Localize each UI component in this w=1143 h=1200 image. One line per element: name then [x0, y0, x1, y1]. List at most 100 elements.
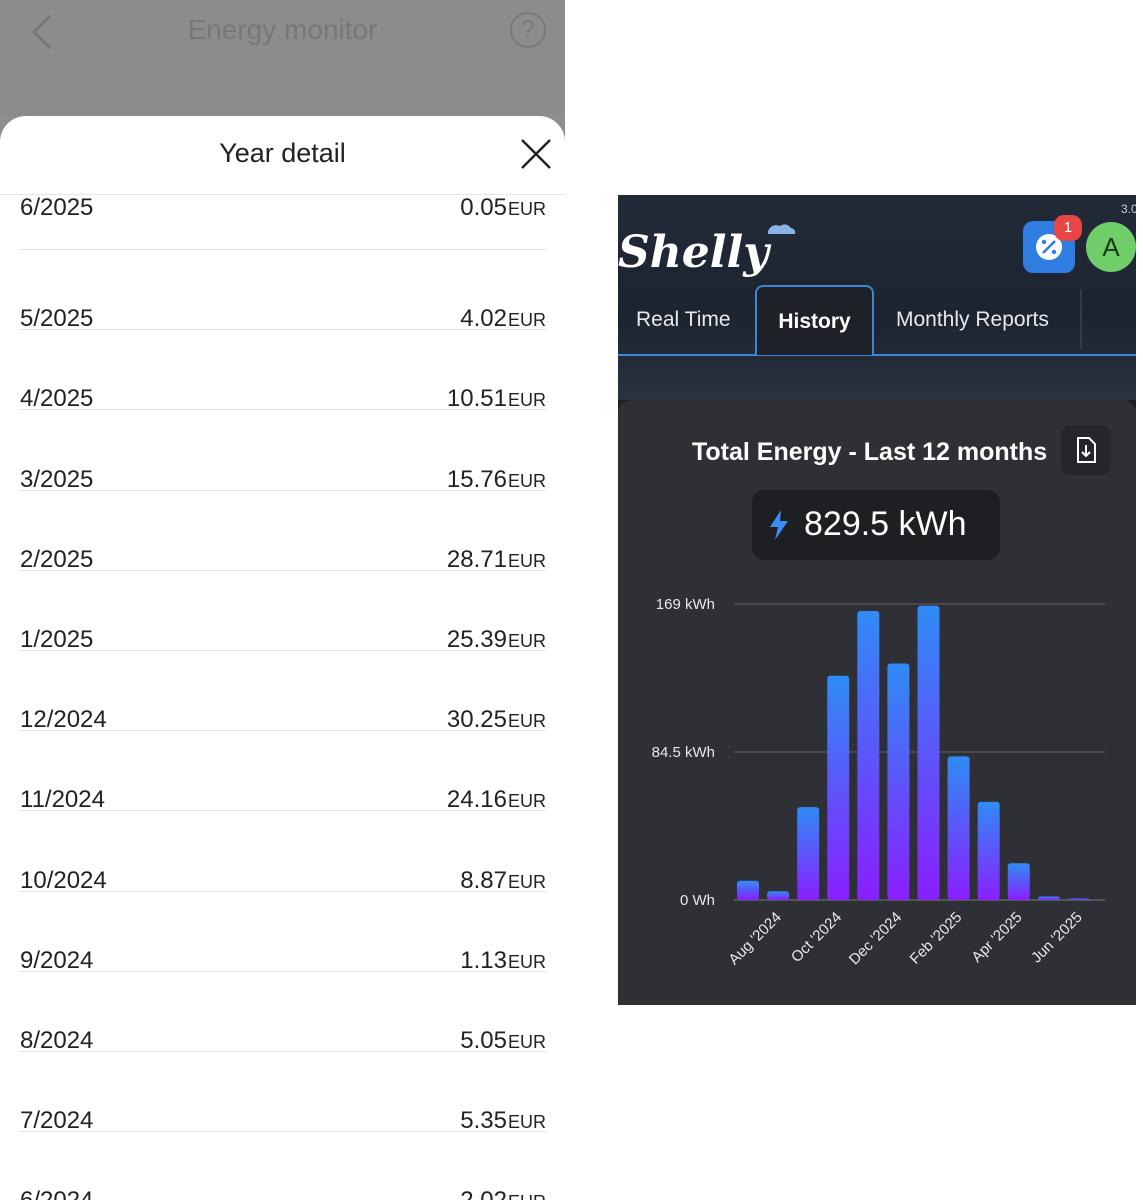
page-title: Energy monitor — [187, 14, 378, 45]
chart-bar[interactable] — [887, 663, 910, 900]
row-divider — [20, 810, 546, 812]
list-item: 2/2025 28.71EUR — [20, 510, 546, 590]
back-arrow-icon[interactable] — [28, 12, 58, 52]
chart-title: Total Energy - Last 12 months — [692, 438, 1048, 466]
list-item: 10/2024 8.87EUR — [20, 831, 546, 911]
tab-history[interactable]: History — [755, 285, 874, 355]
amount-value: 1.13EUR — [460, 947, 546, 975]
list-item: 3/2025 15.76EUR — [20, 430, 546, 510]
user-avatar[interactable]: A — [1086, 222, 1136, 272]
list-item: 7/2024 5.35EUR — [20, 1071, 546, 1151]
notification-badge: 1 — [1054, 215, 1082, 241]
row-divider — [20, 569, 546, 571]
currency-label: EUR — [507, 1112, 546, 1133]
row-divider — [20, 970, 546, 972]
currency-label: EUR — [507, 631, 546, 651]
currency-label: EUR — [507, 550, 546, 571]
list-item: 12/2024 30.25EUR — [20, 670, 546, 750]
x-tick-label: Jun '2025 — [1028, 909, 1086, 967]
chart-bar[interactable] — [977, 801, 1000, 900]
row-divider — [20, 1131, 546, 1133]
amount-number: 2.02 — [460, 1187, 507, 1200]
month-label: 9/2024 — [20, 946, 94, 974]
chart-bar[interactable] — [1067, 898, 1090, 901]
row-divider — [20, 730, 546, 732]
svg-text:Shelly: Shelly — [618, 227, 772, 278]
list-item: 9/2024 1.13EUR — [20, 911, 546, 991]
list-item: 4/2025 10.51EUR — [20, 349, 546, 429]
year-detail-sheet: Year detail — [0, 116, 565, 1200]
currency-label: EUR — [507, 871, 546, 892]
chart-bar[interactable] — [917, 605, 940, 900]
download-file-icon — [1077, 437, 1096, 463]
amount-number: 4.02 — [460, 305, 507, 333]
amount-number: 5.35 — [460, 1107, 507, 1135]
total-energy-pill: 829.5 kWh — [752, 490, 1000, 560]
x-tick-label: Oct '2024 — [788, 909, 845, 966]
list-item: 6/2024 2.02EUR — [20, 1151, 546, 1200]
x-tick-label: Dec '2024 — [846, 909, 905, 968]
month-label: 4/2025 — [20, 385, 94, 413]
top-bar: Energy monitor ? — [0, 0, 565, 116]
month-label: 10/2024 — [20, 866, 107, 894]
amount-number: 10.51 — [446, 385, 507, 413]
amount-number: 25.39 — [446, 626, 507, 653]
amount-value: 0.05EUR — [460, 194, 546, 222]
x-tick-label: Aug '2024 — [725, 909, 784, 968]
y-tick-label: 84.5 kWh — [652, 744, 715, 761]
amount-value: 2.02EUR — [460, 1187, 546, 1200]
amount-number: 28.71 — [446, 545, 507, 573]
energy-bar-chart: 0 Wh 84.5 kWh 169 kWh Aug '2024 Oct '2024 Dec… — [652, 596, 1105, 968]
month-label: 2/2025 — [20, 545, 94, 573]
help-icon[interactable]: ? — [510, 12, 546, 48]
close-icon[interactable] — [518, 136, 554, 172]
month-label: 8/2024 — [20, 1027, 94, 1054]
amount-number: 8.87 — [460, 866, 507, 894]
tab-separator — [1080, 289, 1082, 349]
chart-bar[interactable] — [1037, 896, 1060, 900]
chart-bar[interactable] — [737, 880, 759, 900]
shelly-app-panel: 3.0 Shelly 1 A Real Time History Monthly… — [618, 195, 1136, 1005]
currency-label: EUR — [507, 791, 546, 812]
amount-value: 10.51EUR — [447, 385, 546, 413]
currency-label: EUR — [507, 310, 546, 331]
amount-number: 1.13 — [460, 946, 507, 974]
y-tick-label: 169 kWh — [656, 596, 715, 613]
chart-bar[interactable] — [1007, 863, 1030, 900]
chart-card: Total Energy - Last 12 months 829.5 kWh — [618, 400, 1136, 1005]
total-energy-value: 829.5 kWh — [804, 505, 967, 543]
amount-value: 28.71EUR — [447, 546, 546, 574]
row-divider — [20, 890, 546, 892]
chart-bar[interactable] — [767, 891, 790, 900]
list-item: 6/2025 0.05EUR — [20, 189, 546, 269]
row-divider — [20, 489, 546, 491]
amount-number: 24.16 — [446, 786, 507, 814]
month-label: 11/2024 — [20, 786, 105, 814]
amount-value: 8.87EUR — [460, 867, 546, 895]
amount-number: 30.25 — [446, 706, 507, 734]
amount-value: 25.39EUR — [447, 626, 546, 654]
download-button[interactable] — [1061, 425, 1111, 475]
lightning-bolt-icon — [770, 510, 788, 540]
shelly-logo: Shelly — [618, 224, 796, 278]
chart-bar[interactable] — [857, 611, 880, 900]
amount-value: 5.35EUR — [460, 1107, 546, 1135]
chart-bar[interactable] — [827, 675, 850, 900]
offers-icon[interactable] — [1023, 221, 1075, 273]
month-label: 6/2024 — [20, 1187, 93, 1200]
row-divider — [20, 409, 546, 411]
row-divider — [20, 329, 546, 331]
currency-label: EUR — [507, 951, 546, 972]
chart-bar[interactable] — [947, 756, 970, 900]
version-text: 3.0 — [1121, 202, 1136, 216]
tab-monthly-reports[interactable]: Monthly Reports — [896, 308, 1049, 331]
energy-monitor-panel: Energy monitor ? Year detail 6/2025 0.05E… — [0, 0, 565, 1200]
tab-real-time[interactable]: Real Time — [636, 308, 731, 331]
list-item: 11/2024 24.16EUR — [20, 750, 546, 830]
amount-value: 4.02EUR — [460, 305, 546, 333]
month-label: 1/2025 — [20, 626, 94, 653]
y-tick-label: 0 Wh — [680, 892, 715, 909]
chart-bar[interactable] — [797, 807, 820, 900]
amount-value: 24.16EUR — [447, 786, 546, 814]
month-label: 3/2025 — [20, 465, 94, 493]
